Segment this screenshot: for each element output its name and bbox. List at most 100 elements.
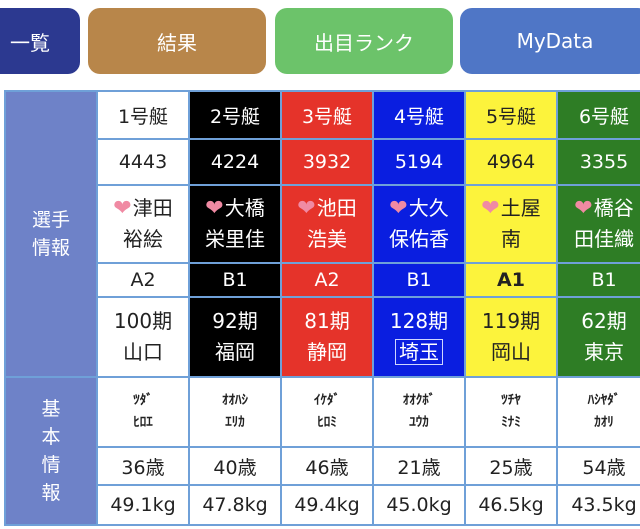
boat-2-kana-line2: ｴﾘｶ xyxy=(225,415,245,430)
boat-6-number: 6号艇 xyxy=(556,90,640,140)
rank-row: A2 B1 A2 B1 A1 B1 xyxy=(5,262,640,298)
boat-6-rank: B1 xyxy=(556,262,640,298)
boat-3-period-label: 81期 xyxy=(304,309,350,333)
player-info-line: 報 xyxy=(51,237,71,259)
boat-4-number: 4号艇 xyxy=(372,90,466,140)
boat-2-period-label: 92期 xyxy=(212,309,258,333)
heart-icon[interactable]: ❤ xyxy=(389,196,408,221)
boat-5-reg-no: 4964 xyxy=(464,138,558,186)
tab-result[interactable]: 結果 xyxy=(88,8,266,74)
boat-3-rank: A2 xyxy=(280,262,374,298)
heart-icon[interactable]: ❤ xyxy=(297,196,316,221)
boat-6-name-line2: 田佳織 xyxy=(574,227,634,251)
boat-1-period-label: 100期 xyxy=(113,309,173,333)
boat-5-kana-line2: ﾐﾅﾐ xyxy=(501,415,521,430)
boat-1-weight: 49.1kg xyxy=(96,484,190,526)
boat-4-name-line2: 保佑香 xyxy=(389,227,449,251)
boat-3-name[interactable]: ❤池田浩美 xyxy=(280,184,374,264)
heart-icon[interactable]: ❤ xyxy=(481,196,500,221)
boat-2-name[interactable]: ❤大橋栄里佳 xyxy=(188,184,282,264)
boat-3-kana: ｲｹﾀﾞ ﾋﾛﾐ xyxy=(280,376,374,448)
boat-4-age: 21歳 xyxy=(372,446,466,486)
boat-6-pref: 東京 xyxy=(584,340,624,364)
basic-info-line: 基 xyxy=(41,398,61,420)
boat-5-number: 5号艇 xyxy=(464,90,558,140)
heart-icon[interactable]: ❤ xyxy=(574,196,593,221)
boat-3-reg-no: 3932 xyxy=(280,138,374,186)
boat-6-kana-line1: ﾊｼﾔﾀﾞ xyxy=(587,393,621,408)
boat-4-name-line1: 大久 xyxy=(408,196,449,220)
boat-3-name-line1: 池田 xyxy=(316,196,357,220)
boat-4-kana-line2: ﾕｳｶ xyxy=(409,415,429,430)
boat-2-name-line2: 栄里佳 xyxy=(205,227,265,251)
boat-6-kana: ﾊｼﾔﾀﾞ ｶｵﾘ xyxy=(556,376,640,448)
heart-icon[interactable]: ❤ xyxy=(205,196,224,221)
boat-6-period: 62期 東京 xyxy=(556,296,640,378)
tab-rank-label: 出目ランク xyxy=(314,30,414,55)
weight-row: 49.1kg 47.8kg 49.4kg 45.0kg 46.5kg 43.5k… xyxy=(5,484,640,526)
boat-4-kana-line1: ｵｵｸﾎﾞ xyxy=(402,393,436,408)
player-info-header: 選手 情報 xyxy=(4,90,98,378)
boat-1-name[interactable]: ❤津田 裕絵 xyxy=(96,184,190,264)
boat-2-reg-no: 4224 xyxy=(188,138,282,186)
boat-4-rank: B1 xyxy=(372,262,466,298)
boat-5-kana-line1: ﾂﾁﾔ xyxy=(501,393,521,408)
boat-1-kana-line1: ﾂﾀﾞ xyxy=(133,393,153,408)
boat-4-period: 128期埼玉 xyxy=(372,296,466,378)
boat-5-name[interactable]: ❤土屋南 xyxy=(464,184,558,264)
boat-2-age: 40歳 xyxy=(188,446,282,486)
boat-5-name-line2: 南 xyxy=(501,227,521,251)
basic-info-line: 報 xyxy=(41,482,61,504)
boat-2-number: 2号艇 xyxy=(188,90,282,140)
boat-6-kana-line2: ｶｵﾘ xyxy=(594,415,614,430)
tab-mydata[interactable]: MyData xyxy=(460,8,640,74)
boat-5-name-line1: 土屋 xyxy=(500,196,541,220)
kana-row: 基 本 情 報 ﾂﾀﾞ ﾋﾛｴ ｵｵﾊｼ ｴﾘｶ ｲｹﾀﾞ ﾋﾛﾐ ｵｵｸﾎﾞ ﾕｳｶ … xyxy=(4,376,640,526)
boat-4-reg-no: 5194 xyxy=(372,138,466,186)
basic-info-line: 情 xyxy=(41,454,61,476)
boat-2-name-line1: 大橋 xyxy=(224,196,265,220)
boat-4-kana: ｵｵｸﾎﾞ ﾕｳｶ xyxy=(372,376,466,448)
boat-5-age: 25歳 xyxy=(464,446,558,486)
boat-5-period: 119期岡山 xyxy=(464,296,558,378)
boat-1-age: 36歳 xyxy=(96,446,190,486)
boat-6-name[interactable]: ❤橋谷田佳織 xyxy=(556,184,640,264)
heart-icon[interactable]: ❤ xyxy=(113,196,132,221)
boat-6-weight: 43.5kg xyxy=(556,484,640,526)
boat-4-pref: 埼玉 xyxy=(395,339,443,365)
basic-info-header: 基 本 情 報 xyxy=(4,376,98,526)
boat-2-period: 92期 福岡 xyxy=(188,296,282,378)
tab-bar: 一覧 結果 出目ランク MyData xyxy=(0,0,640,90)
boat-5-weight: 46.5kg xyxy=(464,484,558,526)
boat-4-name[interactable]: ❤大久保佑香 xyxy=(372,184,466,264)
boat-5-period-label: 119期 xyxy=(481,309,541,333)
boat-5-pref: 岡山 xyxy=(491,340,531,364)
tab-rank[interactable]: 出目ランク xyxy=(275,8,453,74)
boat-3-period: 81期静岡 xyxy=(280,296,374,378)
boat-2-kana: ｵｵﾊｼ ｴﾘｶ xyxy=(188,376,282,448)
boat-3-age: 46歳 xyxy=(280,446,374,486)
boat-4-weight: 45.0kg xyxy=(372,484,466,526)
tab-list[interactable]: 一覧 xyxy=(0,8,80,74)
boat-3-pref: 静岡 xyxy=(307,340,347,364)
boat-1-reg-no: 4443 xyxy=(96,138,190,186)
boat-3-name-line2: 浩美 xyxy=(307,227,347,251)
tab-mydata-label: MyData xyxy=(516,29,594,53)
boat-5-rank: A1 xyxy=(464,262,558,298)
boat-1-period: 100期 山口 xyxy=(96,296,190,378)
registration-row: 4443 4224 3932 5194 4964 3355 xyxy=(5,138,640,186)
period-row: 100期 山口 92期 福岡 81期静岡 128期埼玉 119期岡山 62期 東京 xyxy=(5,296,640,378)
boat-number-row: 選手 情報 1号艇 2号艇 3号艇 4号艇 5号艇 6号艇 xyxy=(4,90,640,378)
boat-2-weight: 47.8kg xyxy=(188,484,282,526)
tab-result-label: 結果 xyxy=(157,30,197,55)
boat-4-period-label: 128期 xyxy=(389,309,449,333)
boat-3-kana-line2: ﾋﾛﾐ xyxy=(317,415,337,430)
age-row: 36歳 40歳 46歳 21歳 25歳 54歳 xyxy=(5,446,640,486)
boat-5-kana: ﾂﾁﾔ ﾐﾅﾐ xyxy=(464,376,558,448)
boat-2-kana-line1: ｵｵﾊｼ xyxy=(222,393,248,408)
player-info-line: 手 xyxy=(51,209,71,231)
boat-1-name-line1: 津田 xyxy=(132,196,173,220)
boat-2-rank: B1 xyxy=(188,262,282,298)
boat-6-name-line1: 橋谷 xyxy=(593,196,634,220)
player-info-line: 選 xyxy=(31,209,51,231)
